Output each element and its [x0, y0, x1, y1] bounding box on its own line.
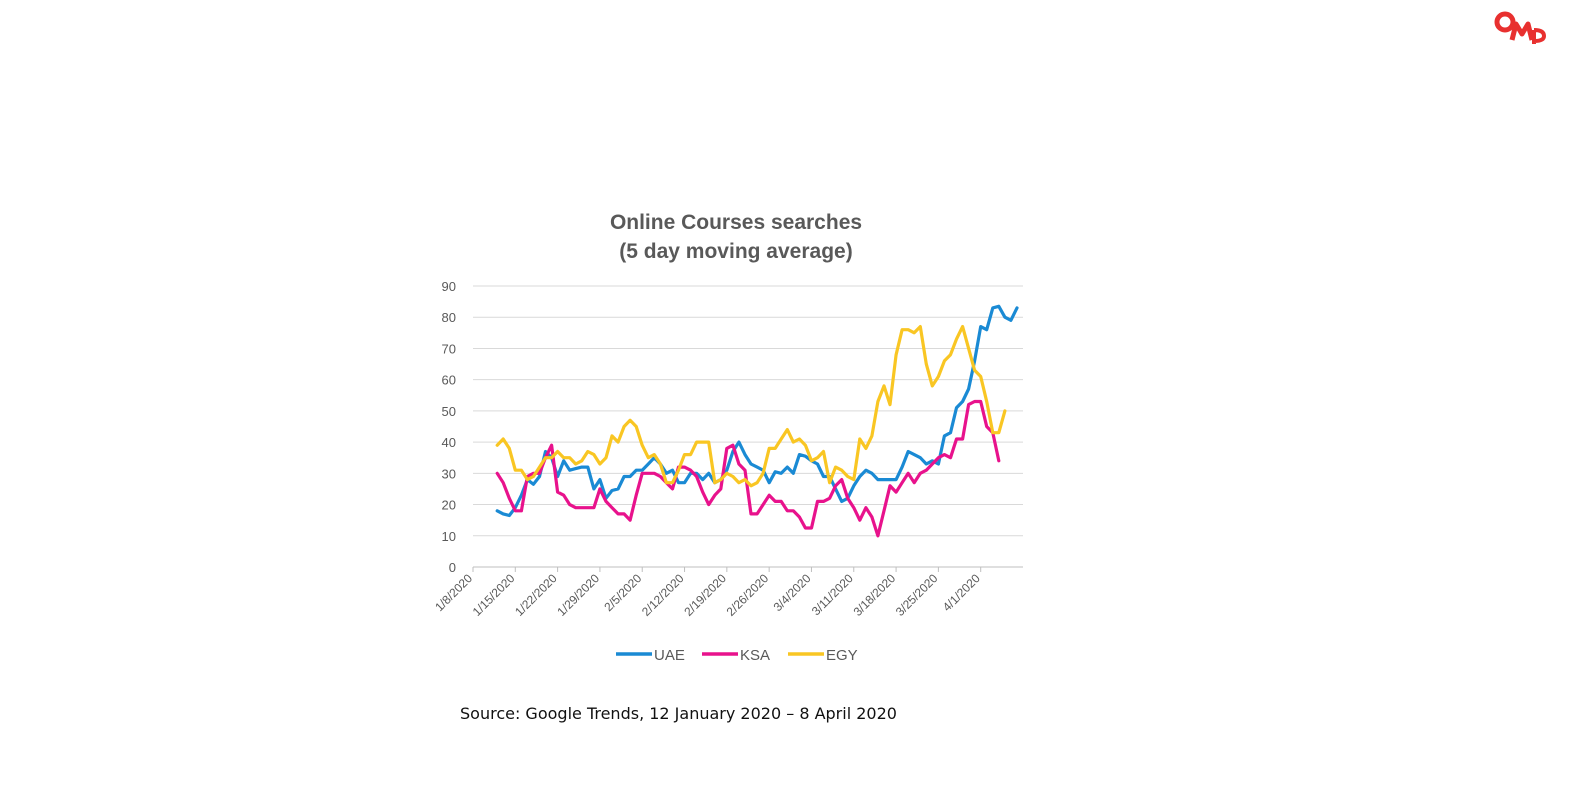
x-tick-label: 2/12/2020 [639, 571, 687, 619]
omd-logo [1494, 11, 1546, 44]
series-line-egy [495, 324, 1007, 488]
y-tick-label: 30 [442, 466, 456, 481]
y-tick-label: 50 [442, 404, 456, 419]
chart-subtitle: (5 day moving average) [619, 240, 852, 263]
x-tick-label: 2/19/2020 [681, 571, 729, 619]
y-tick-label: 40 [442, 435, 456, 450]
x-tick-label: 3/18/2020 [851, 571, 899, 619]
y-tick-label: 0 [449, 560, 456, 575]
series-line-ksa [495, 399, 1001, 538]
x-tick-label: 2/5/2020 [601, 571, 644, 614]
chart-title: Online Courses searches [610, 211, 862, 234]
x-tick-label: 3/4/2020 [771, 571, 814, 614]
y-tick-label: 10 [442, 529, 456, 544]
legend-label-ksa: KSA [740, 647, 770, 664]
legend-label-egy: EGY [826, 647, 858, 664]
x-tick-label: 4/1/2020 [940, 571, 983, 614]
x-tick-label: 1/29/2020 [554, 571, 602, 619]
y-tick-label: 60 [442, 373, 456, 388]
x-tick-label: 2/26/2020 [724, 571, 772, 619]
legend-label-uae: UAE [654, 647, 685, 664]
series-line-uae [495, 304, 1019, 518]
y-tick-label: 20 [442, 498, 456, 513]
y-tick-label: 70 [442, 341, 456, 356]
y-tick-label: 80 [442, 310, 456, 325]
y-tick-label: 90 [442, 279, 456, 294]
x-tick-label: 3/11/2020 [809, 571, 856, 618]
x-tick-label: 3/25/2020 [893, 571, 941, 619]
source-note: Source: Google Trends, 12 January 2020 –… [460, 704, 897, 723]
chart-container: Online Courses searches (5 day moving av… [420, 200, 1060, 680]
x-tick-label: 1/22/2020 [512, 571, 560, 619]
x-tick-label: 1/8/2020 [432, 571, 475, 614]
line-chart: Online Courses searches (5 day moving av… [432, 211, 1023, 664]
x-tick-label: 1/15/2020 [470, 571, 518, 619]
